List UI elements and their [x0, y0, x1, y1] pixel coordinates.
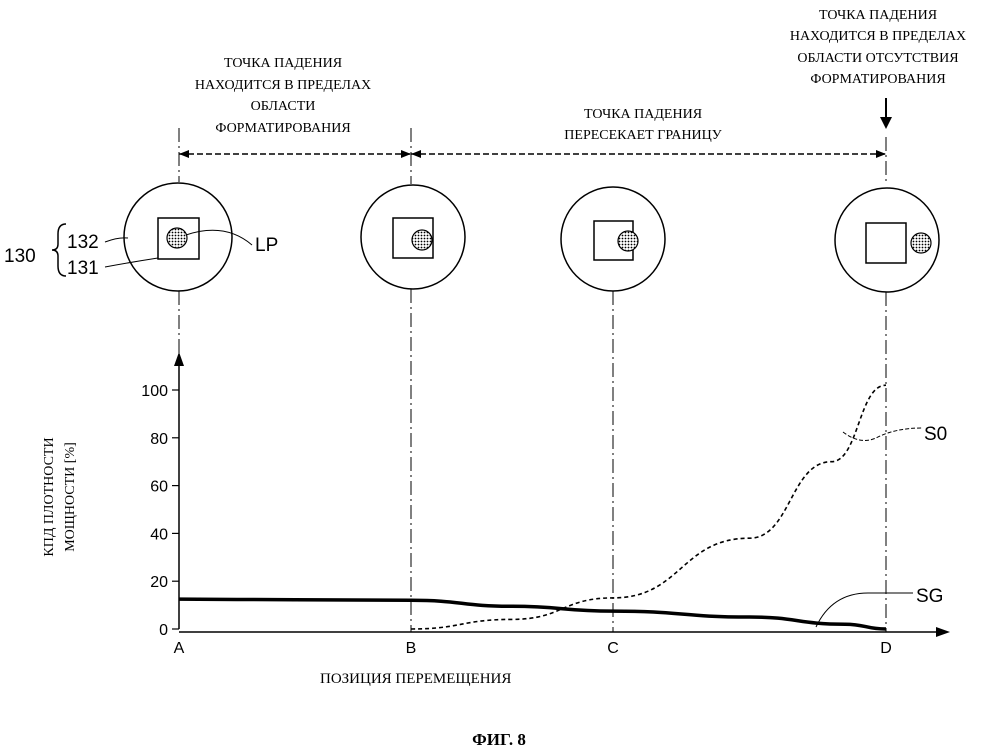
series-line-s0 [411, 385, 886, 629]
series-line-sg [179, 599, 886, 629]
dimension-arrow-a-b [179, 150, 411, 158]
y-tick-label: 80 [150, 431, 168, 448]
series-label-s0: S0 [924, 424, 947, 445]
leader-s0 [843, 428, 922, 440]
ref-132: 132 [67, 232, 99, 253]
y-tick-label: 40 [150, 526, 168, 543]
x-tick-label: B [406, 640, 417, 657]
landing-point [911, 233, 931, 253]
figure-caption: ФИГ. 8 [472, 730, 526, 749]
y-tick-label: 100 [141, 383, 168, 400]
label-outside-format-line-1: ТОЧКА ПАДЕНИЯ [819, 8, 937, 23]
x-tick-label: A [174, 640, 185, 657]
label-inside-format-line-1: ТОЧКА ПАДЕНИЯ [224, 56, 342, 71]
x-axis-arrowhead [936, 627, 950, 637]
brace-icon [52, 224, 66, 276]
y-tick-label: 0 [159, 622, 168, 639]
y-axis-label-line-2: МОЩНОСТИ [%] [63, 442, 78, 552]
device-state-d [835, 188, 939, 292]
label-outside-format-line-2: НАХОДИТСЯ В ПРЕДЕЛАХ [790, 29, 966, 44]
landing-point [167, 228, 187, 248]
label-outside-format-line-3: ОБЛАСТИ ОТСУТСТВИЯ [797, 51, 958, 66]
ref-130: 130 [4, 246, 36, 267]
label-inside-format: ТОЧКА ПАДЕНИЯ НАХОДИТСЯ В ПРЕДЕЛАХ ОБЛАС… [195, 56, 371, 136]
label-inside-format-line-3: ОБЛАСТИ [251, 99, 316, 114]
landing-point [412, 230, 432, 250]
label-outside-format: ТОЧКА ПАДЕНИЯ НАХОДИТСЯ В ПРЕДЕЛАХ ОБЛАС… [790, 8, 966, 87]
y-tick-label: 60 [150, 479, 168, 496]
ref-131: 131 [67, 258, 99, 279]
y-axis-label-line-1: КПД ПЛОТНОСТИ [42, 437, 57, 556]
y-ticks: 0 20 40 60 80 100 [141, 383, 179, 639]
x-tick-label: C [607, 640, 619, 657]
leader-sg [816, 593, 913, 627]
x-tick-label: D [880, 640, 892, 657]
y-tick-label: 20 [150, 574, 168, 591]
ref-lp: LP [255, 235, 278, 256]
series-layer [179, 385, 886, 629]
label-crosses-boundary: ТОЧКА ПАДЕНИЯ ПЕРЕСЕКАЕТ ГРАНИЦУ [564, 107, 721, 143]
label-crosses-boundary-line-2: ПЕРЕСЕКАЕТ ГРАНИЦУ [564, 128, 721, 143]
device-state-b [361, 185, 465, 289]
down-arrow-icon [880, 98, 892, 129]
chart: КПД ПЛОТНОСТИ МОЩНОСТИ [%] 020406080100 … [42, 352, 950, 687]
landing-point [618, 231, 638, 251]
device-state-c [561, 187, 665, 291]
label-inside-format-line-4: ФОРМАТИРОВАНИЯ [215, 121, 350, 136]
x-axis-label: ПОЗИЦИЯ ПЕРЕМЕЩЕНИЯ [320, 671, 511, 687]
series-label-sg: SG [916, 586, 943, 607]
label-crosses-boundary-line-1: ТОЧКА ПАДЕНИЯ [584, 107, 702, 122]
y-axis-arrowhead [174, 352, 184, 366]
x-ticks: A B C D [174, 640, 892, 657]
label-inside-format-line-2: НАХОДИТСЯ В ПРЕДЕЛАХ [195, 78, 371, 93]
dimension-arrow-b-d [411, 150, 886, 158]
guide-lines [179, 128, 886, 632]
label-outside-format-line-4: ФОРМАТИРОВАНИЯ [810, 72, 945, 87]
format-region [866, 223, 906, 263]
device-state-a [124, 183, 232, 291]
y-axis-label: КПД ПЛОТНОСТИ МОЩНОСТИ [%] [42, 437, 78, 556]
